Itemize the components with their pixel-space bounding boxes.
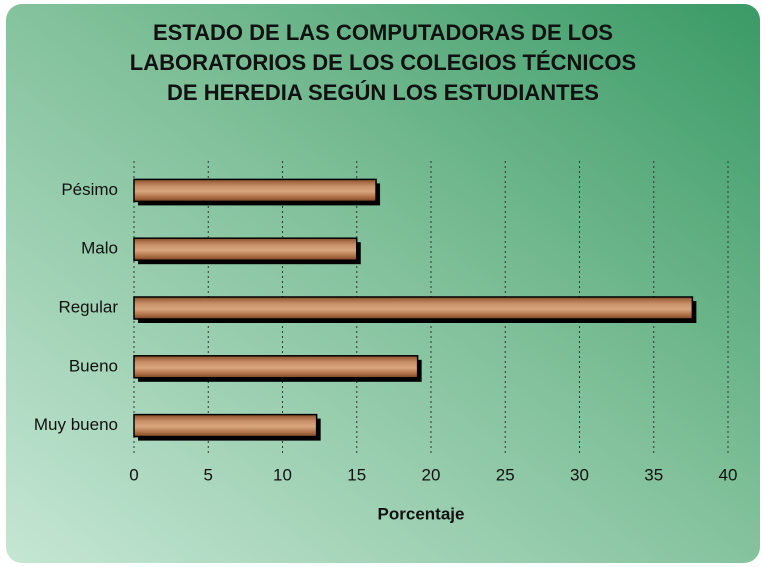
x-tick-label: 10 <box>273 465 292 484</box>
x-tick-label: 0 <box>129 465 138 484</box>
y-tick-label: Malo <box>81 239 118 258</box>
x-tick-label: 5 <box>204 465 213 484</box>
bar <box>133 237 358 261</box>
bar <box>133 296 694 320</box>
chart-title: ESTADO DE LAS COMPUTADORAS DE LOS LABORA… <box>129 20 637 105</box>
bar <box>133 355 419 379</box>
y-tick-label: Muy bueno <box>34 415 118 434</box>
bar <box>133 178 377 203</box>
y-tick-label: Pésimo <box>61 180 118 199</box>
x-tick-label: 35 <box>644 465 663 484</box>
x-axis-label: Porcentaje <box>378 504 465 523</box>
x-tick-label: 20 <box>422 465 441 484</box>
y-tick-label: Bueno <box>69 356 118 375</box>
x-tick-label: 30 <box>570 465 589 484</box>
x-tick-label: 15 <box>347 465 366 484</box>
bar <box>133 413 318 438</box>
y-tick-label: Regular <box>58 297 118 316</box>
x-tick-label: 40 <box>719 465 738 484</box>
x-tick-label: 25 <box>496 465 515 484</box>
